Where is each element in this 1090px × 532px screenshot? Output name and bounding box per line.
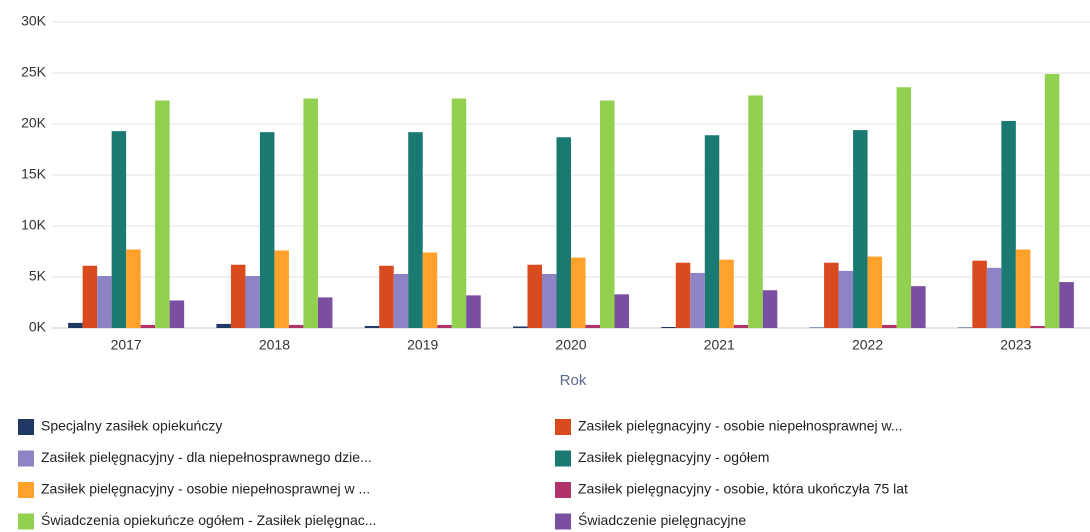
bar bbox=[809, 327, 825, 328]
bar bbox=[733, 324, 749, 328]
x-tick-label: 2019 bbox=[407, 337, 438, 353]
bar bbox=[393, 273, 409, 328]
bar bbox=[155, 100, 170, 328]
bar bbox=[542, 273, 557, 328]
y-tick-label: 20K bbox=[21, 115, 47, 131]
legend-swatch bbox=[555, 419, 571, 435]
bar bbox=[245, 275, 260, 328]
legend-label: Świadczenie pielęgnacyjne bbox=[578, 511, 746, 528]
bar bbox=[82, 265, 98, 328]
bar bbox=[1015, 249, 1031, 328]
y-tick-label: 15K bbox=[21, 166, 47, 182]
bar bbox=[111, 131, 127, 328]
x-tick-label: 2022 bbox=[852, 337, 883, 353]
bar bbox=[614, 294, 629, 328]
bar bbox=[853, 130, 868, 328]
x-tick-label: 2021 bbox=[704, 337, 735, 353]
bar bbox=[513, 326, 528, 328]
bar bbox=[957, 327, 973, 328]
legend-swatch bbox=[555, 450, 571, 467]
y-tick-label: 5K bbox=[29, 268, 47, 284]
bar bbox=[527, 264, 542, 328]
bar bbox=[867, 256, 883, 328]
bar bbox=[690, 272, 705, 328]
bar bbox=[451, 98, 467, 328]
bar bbox=[169, 300, 185, 328]
bar bbox=[719, 259, 734, 328]
bar bbox=[466, 295, 481, 328]
bar bbox=[1044, 74, 1060, 329]
bar bbox=[1030, 325, 1045, 328]
bar bbox=[1001, 120, 1016, 328]
legend-swatch bbox=[555, 482, 571, 498]
y-tick-label: 0K bbox=[29, 319, 47, 335]
legend-swatch bbox=[18, 513, 34, 530]
legend-label: Zasiłek pielęgnacyjny - osobie, która uk… bbox=[578, 481, 908, 497]
legend-swatch bbox=[555, 513, 571, 530]
legend-label: Zasiłek pielęgnacyjny - dla niepełnospra… bbox=[41, 449, 372, 465]
bar bbox=[896, 87, 912, 328]
bar bbox=[97, 275, 112, 328]
legend-swatch bbox=[18, 419, 34, 435]
bar bbox=[259, 132, 275, 328]
bar bbox=[571, 257, 586, 328]
x-tick-label: 2020 bbox=[555, 337, 586, 353]
bar bbox=[600, 100, 615, 328]
x-tick-label: 2018 bbox=[259, 337, 290, 353]
x-tick-label: 2017 bbox=[111, 337, 142, 353]
y-tick-label: 25K bbox=[21, 64, 47, 80]
bar bbox=[317, 297, 333, 328]
bar bbox=[68, 322, 83, 328]
bar bbox=[422, 252, 438, 328]
bar bbox=[911, 286, 926, 328]
bar bbox=[274, 250, 289, 328]
bar bbox=[675, 262, 691, 328]
bar bbox=[364, 325, 380, 328]
bar bbox=[704, 135, 720, 328]
bar bbox=[303, 98, 318, 328]
x-tick-label: 2023 bbox=[1000, 337, 1031, 353]
bar bbox=[556, 137, 571, 328]
bar bbox=[986, 267, 1002, 328]
bar bbox=[408, 132, 423, 328]
bar bbox=[824, 262, 839, 328]
bar bbox=[661, 326, 676, 328]
legend-label: Zasiłek pielęgnacyjny - osobie niepełnos… bbox=[41, 481, 370, 497]
bar bbox=[230, 264, 246, 328]
bar bbox=[379, 265, 394, 328]
bar bbox=[585, 324, 600, 328]
legend-label: Specjalny zasiłek opiekuńczy bbox=[41, 418, 222, 434]
legend-label: Zasiłek pielęgnacyjny - osobie niepełnos… bbox=[578, 418, 903, 434]
bar bbox=[1059, 282, 1074, 328]
legend-swatch bbox=[18, 482, 34, 498]
bar bbox=[126, 249, 141, 328]
legend-label: Zasiłek pielęgnacyjny - ogółem bbox=[578, 449, 769, 465]
bar bbox=[748, 95, 763, 328]
bar bbox=[882, 324, 897, 328]
legend-swatch bbox=[18, 450, 34, 467]
bar bbox=[437, 324, 452, 328]
y-tick-label: 10K bbox=[21, 217, 47, 233]
bar bbox=[140, 324, 156, 328]
bar bbox=[838, 270, 854, 328]
legend-label: Świadczenia opiekuńcze ogółem - Zasiłek … bbox=[41, 511, 376, 528]
bar bbox=[216, 323, 231, 328]
x-axis-title: Rok bbox=[560, 372, 587, 389]
bar bbox=[972, 260, 987, 328]
bar bbox=[762, 290, 778, 328]
y-tick-label: 30K bbox=[21, 13, 47, 29]
bar bbox=[288, 324, 304, 328]
